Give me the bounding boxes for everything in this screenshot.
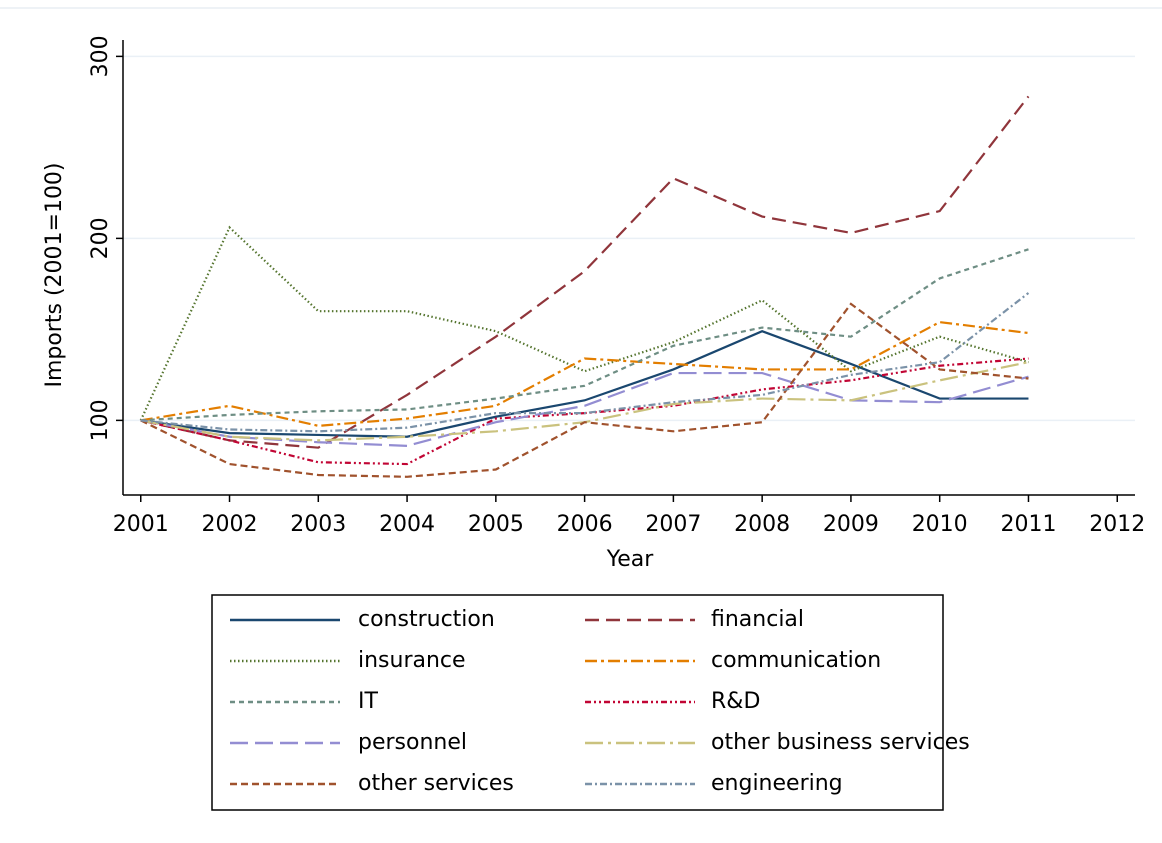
x-tick-label: 2003 [290, 512, 346, 537]
series-line [139, 225, 1029, 421]
legend-label: IT [358, 689, 378, 714]
x-tick-label: 2006 [557, 512, 613, 537]
x-tick-label: 2005 [468, 512, 524, 537]
series-line [140, 330, 1029, 438]
y-tick-label: 200 [88, 217, 113, 259]
legend-label: other services [358, 771, 514, 796]
y-tick-label: 100 [88, 399, 113, 441]
series-line [140, 320, 1029, 427]
x-axis-label: Year [606, 547, 655, 572]
legend-label: personnel [358, 730, 467, 755]
series-line [140, 371, 1029, 447]
x-tick-label: 2012 [1089, 512, 1145, 537]
legend-box [211, 594, 944, 811]
series-line [140, 357, 1029, 466]
series-line [140, 95, 1030, 449]
legend-label: insurance [358, 648, 466, 673]
x-tick-label: 2009 [823, 512, 879, 537]
x-tick-label: 2001 [113, 512, 169, 537]
legend-label: financial [711, 607, 804, 632]
y-axis-label: Imports (2001=100) [42, 162, 67, 387]
series-line [140, 248, 1029, 422]
x-tick-label: 2004 [379, 512, 435, 537]
y-tick-label: 300 [88, 35, 113, 77]
legend-label: engineering [711, 771, 843, 796]
x-tick-label: 2007 [645, 512, 701, 537]
x-tick-label: 2011 [1000, 512, 1056, 537]
legend-label: communication [711, 648, 881, 673]
legend-label: other business services [711, 730, 970, 755]
legend-label: construction [358, 607, 495, 632]
x-tick-label: 2002 [202, 512, 258, 537]
series-line [140, 302, 1029, 478]
series-line [140, 292, 1030, 433]
x-tick-label: 2008 [734, 512, 790, 537]
x-tick-label: 2010 [912, 512, 968, 537]
legend-label: R&D [711, 689, 760, 714]
